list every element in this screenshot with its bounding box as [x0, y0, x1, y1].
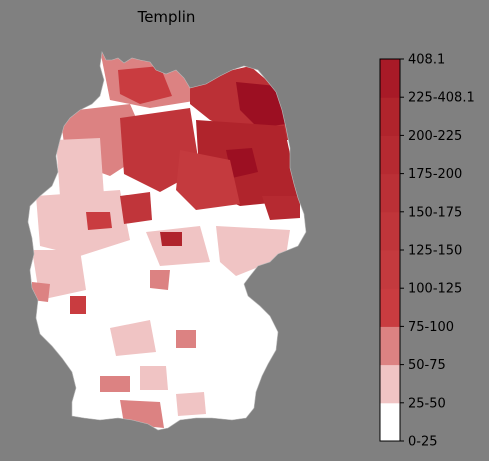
colorbar-band [380, 173, 400, 213]
region-alps [176, 392, 206, 416]
region-saxony [216, 226, 290, 276]
region-allgaeu [100, 376, 130, 392]
region-berlin [226, 148, 258, 178]
colorbar-band [380, 135, 400, 175]
colorbar-band [380, 402, 400, 442]
colorbar-tick-label: 25-50 [408, 396, 446, 411]
region-palatinate [70, 296, 86, 314]
region-lusatia [262, 196, 300, 220]
region-thuringia-center [160, 232, 182, 246]
colorbar-band [380, 250, 400, 289]
germany-outline [27, 51, 307, 431]
region-bavaria-north [150, 270, 170, 290]
colorbar-tick-label: 408.1 [408, 53, 445, 68]
region-weser-ems [56, 138, 104, 196]
colorbar-tick-label: 100-125 [408, 282, 462, 297]
region-ruhr [86, 212, 112, 230]
colorbar-tick-label: 175-200 [408, 167, 462, 182]
colorbar-tick-label: 75-100 [408, 320, 454, 335]
region-vorpommern [236, 82, 286, 128]
region-northrhine-north [36, 190, 130, 256]
region-franconia [176, 330, 196, 348]
region-saxony-anhalt [176, 150, 240, 210]
region-hesse-north [120, 192, 152, 224]
colorbar-tick-label: 0-25 [408, 435, 438, 450]
region-schleswig [118, 66, 172, 104]
region-baden-north [110, 320, 156, 356]
colorbar-band [380, 211, 400, 251]
map-title: Templin [137, 8, 196, 26]
colorbar-tick-label: 225-408.1 [408, 91, 475, 106]
region-upper-bavaria [140, 366, 168, 390]
colorbar-band [380, 326, 400, 366]
colorbar-tick-label: 150-175 [408, 205, 462, 220]
colorbar-band [380, 59, 400, 98]
colorbar-tick-label: 125-150 [408, 244, 462, 259]
colorbar-band [380, 97, 400, 136]
colorbar-band [380, 288, 400, 327]
colorbar-band [380, 364, 400, 404]
colorbar-tick-label: 50-75 [408, 358, 446, 373]
colorbar-tick-label: 200-225 [408, 129, 462, 144]
